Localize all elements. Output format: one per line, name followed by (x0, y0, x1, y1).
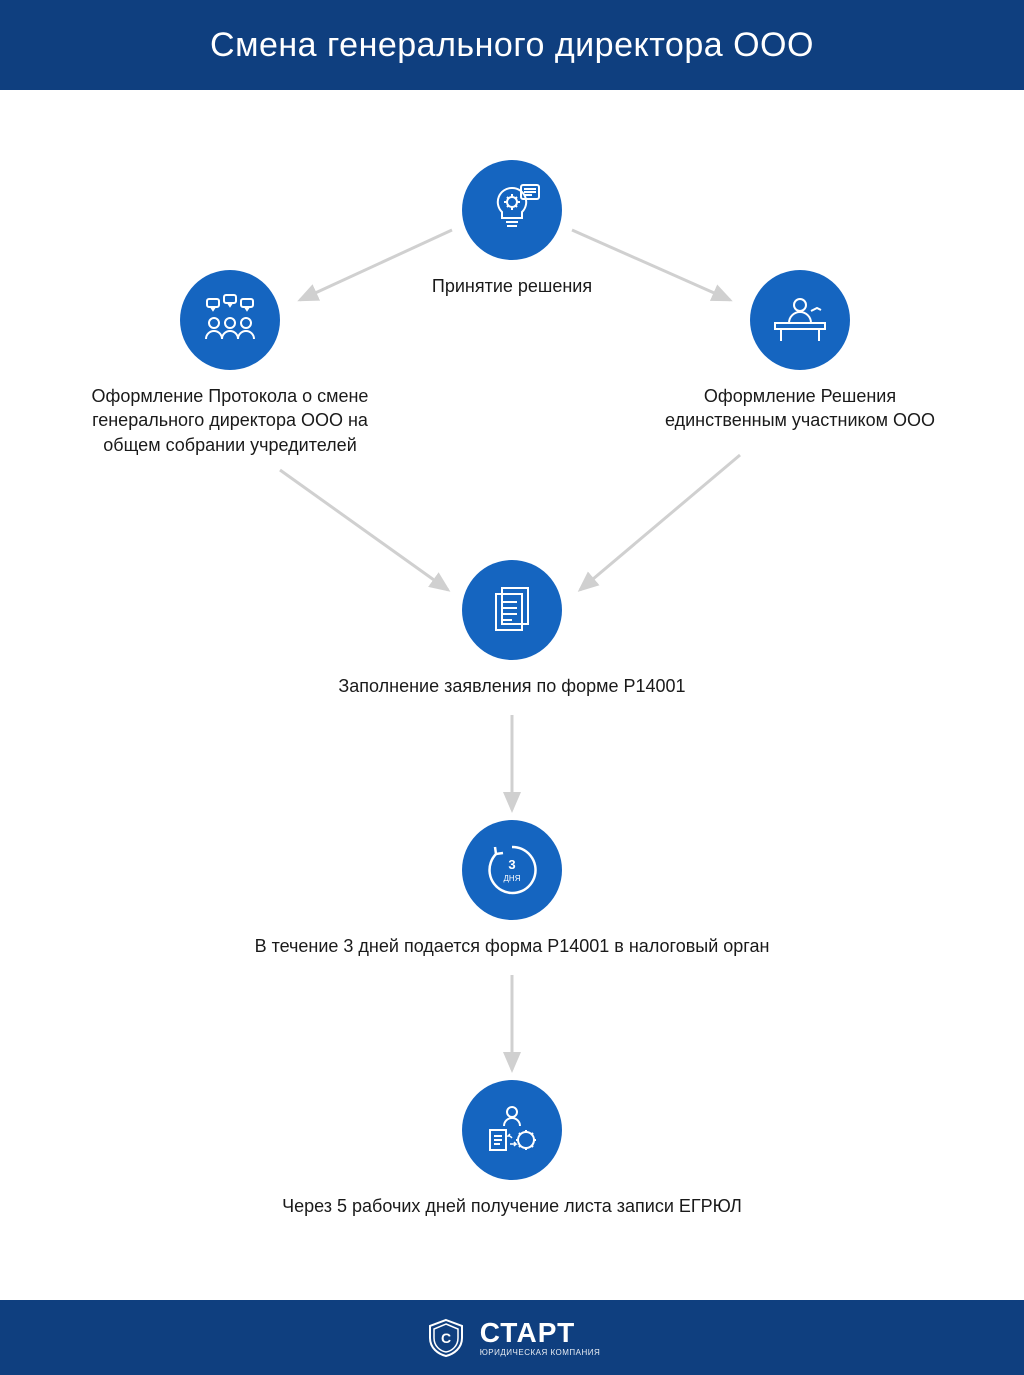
header-banner: Смена генерального директора ООО (0, 0, 1024, 90)
shield-logo-icon: C (424, 1316, 468, 1360)
node-protocol-label: Оформление Протокола о смене генеральног… (65, 384, 395, 457)
svg-text:3: 3 (508, 857, 515, 872)
footer-brand: СТАРТ (480, 1319, 601, 1347)
node-submit: 3 ДНЯ В течение 3 дней подается форма Р1… (237, 820, 787, 958)
svg-text:ДНЯ: ДНЯ (504, 874, 521, 883)
node-form: Заполнение заявления по форме Р14001 (312, 560, 712, 698)
lightbulb-gear-icon (462, 160, 562, 260)
node-form-label: Заполнение заявления по форме Р14001 (312, 674, 712, 698)
node-receive: Через 5 рабочих дней получение листа зап… (237, 1080, 787, 1218)
clock-3days-icon: 3 ДНЯ (462, 820, 562, 920)
node-protocol: Оформление Протокола о смене генеральног… (65, 270, 395, 457)
node-sole-label: Оформление Решения единственным участник… (650, 384, 950, 433)
node-receive-label: Через 5 рабочих дней получение листа зап… (237, 1194, 787, 1218)
person-process-icon (462, 1080, 562, 1180)
node-decision: Принятие решения (362, 160, 662, 298)
footer-banner: C СТАРТ ЮРИДИЧЕСКАЯ КОМПАНИЯ (0, 1300, 1024, 1375)
svg-text:C: C (441, 1330, 451, 1346)
page-title: Смена генерального директора ООО (210, 26, 814, 65)
document-icon (462, 560, 562, 660)
person-desk-icon (750, 270, 850, 370)
footer-subtitle: ЮРИДИЧЕСКАЯ КОМПАНИЯ (480, 1349, 601, 1357)
node-decision-label: Принятие решения (362, 274, 662, 298)
node-sole: Оформление Решения единственным участник… (650, 270, 950, 433)
node-submit-label: В течение 3 дней подается форма Р14001 в… (237, 934, 787, 958)
meeting-people-icon (180, 270, 280, 370)
flowchart-canvas: Принятие решения Оформление Протокола о … (0, 90, 1024, 1300)
